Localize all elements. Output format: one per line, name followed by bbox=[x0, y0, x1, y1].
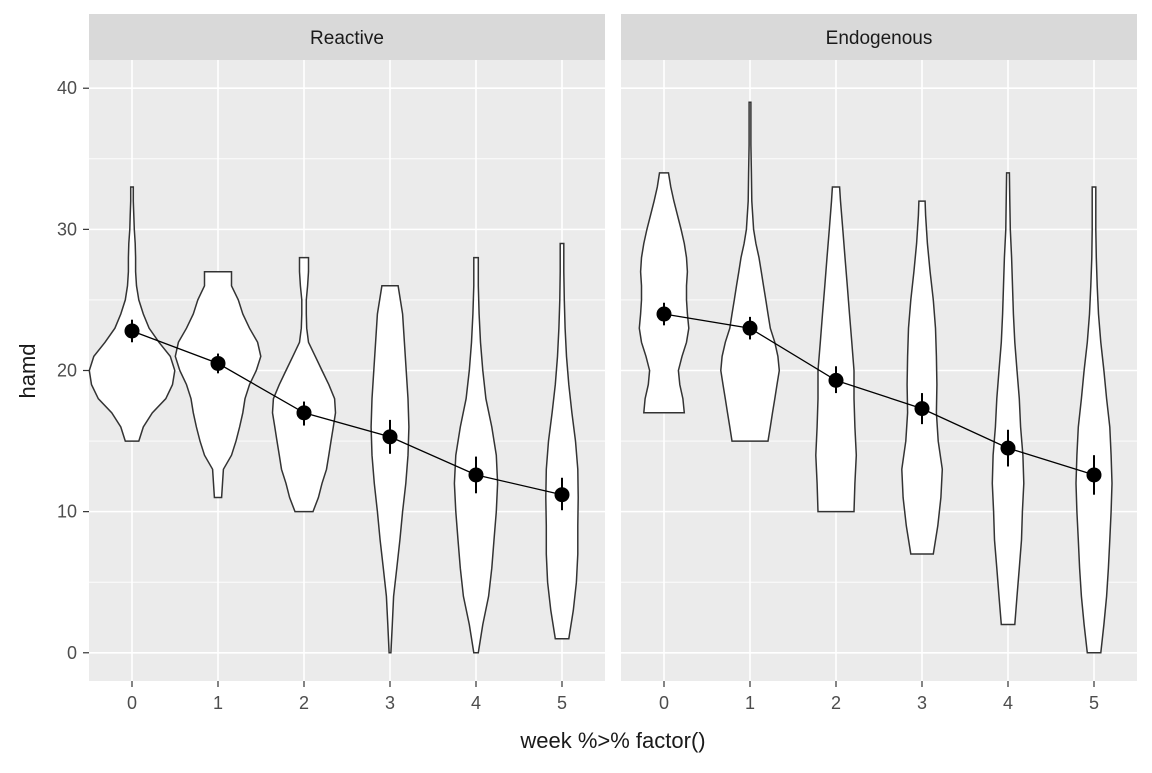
violin-week-2 bbox=[815, 186, 858, 513]
x-tick-label: 2 bbox=[831, 693, 841, 713]
mean-point bbox=[914, 401, 930, 417]
x-axis-label: week %>% factor() bbox=[519, 728, 705, 753]
violin-week-5 bbox=[1075, 186, 1113, 654]
x-tick-label: 5 bbox=[557, 693, 567, 713]
mean-point bbox=[1086, 467, 1102, 483]
x-tick-label: 4 bbox=[1003, 693, 1013, 713]
panel-1: Endogenous bbox=[621, 14, 1137, 681]
violin-week-0 bbox=[88, 186, 176, 442]
violin-week-3 bbox=[370, 285, 410, 654]
panel-0: Reactive bbox=[88, 14, 605, 681]
mean-point bbox=[656, 306, 672, 322]
mean-line bbox=[663, 313, 1095, 476]
mean-line bbox=[131, 330, 563, 496]
x-tick-label: 0 bbox=[127, 693, 137, 713]
violin-week-3 bbox=[901, 200, 944, 555]
y-tick-label: 20 bbox=[57, 361, 77, 381]
y-axis-label: hamd bbox=[15, 343, 40, 398]
mean-point bbox=[296, 405, 312, 421]
violin-week-0 bbox=[638, 172, 690, 414]
axis-layer: 0 1 2 3 4 5 0 1 2 3 4 5 0 10 20 30 40 bbox=[57, 78, 1099, 713]
violin-week-1 bbox=[174, 270, 262, 499]
y-tick-label: 10 bbox=[57, 502, 77, 522]
y-tick-label: 0 bbox=[67, 643, 77, 663]
x-tick-label: 0 bbox=[659, 693, 669, 713]
x-tick-label: 5 bbox=[1089, 693, 1099, 713]
y-tick-label: 30 bbox=[57, 219, 77, 239]
y-tick-label: 40 bbox=[57, 78, 77, 98]
facet-strip bbox=[89, 14, 605, 60]
mean-point bbox=[210, 355, 226, 371]
x-tick-label: 3 bbox=[385, 693, 395, 713]
facet-label: Reactive bbox=[310, 28, 384, 49]
mean-point bbox=[554, 487, 570, 503]
x-tick-label: 4 bbox=[471, 693, 481, 713]
violin-week-4 bbox=[991, 172, 1025, 626]
panels-layer: Reactive Endogenous bbox=[88, 14, 1137, 681]
violin-week-1 bbox=[720, 101, 781, 442]
x-tick-label: 1 bbox=[745, 693, 755, 713]
mean-point bbox=[468, 467, 484, 483]
x-tick-label: 3 bbox=[917, 693, 927, 713]
mean-point bbox=[1000, 440, 1016, 456]
facet-strip bbox=[621, 14, 1137, 60]
violin-week-2 bbox=[271, 256, 337, 513]
x-tick-label: 1 bbox=[213, 693, 223, 713]
mean-point bbox=[828, 372, 844, 388]
mean-point bbox=[382, 429, 398, 445]
violin-week-5 bbox=[545, 242, 579, 640]
mean-point bbox=[124, 323, 140, 339]
mean-point bbox=[742, 320, 758, 336]
violin-week-4 bbox=[453, 256, 499, 654]
x-tick-label: 2 bbox=[299, 693, 309, 713]
facet-label: Endogenous bbox=[826, 28, 933, 49]
